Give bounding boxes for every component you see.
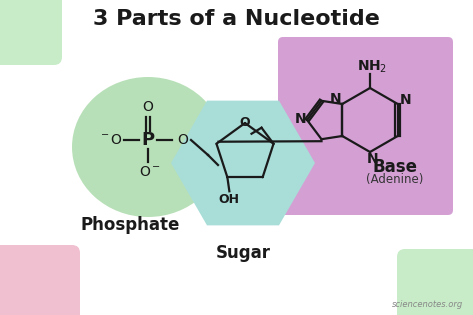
Text: Base: Base: [373, 158, 418, 176]
Text: $^-$O: $^-$O: [98, 133, 123, 147]
Ellipse shape: [72, 77, 224, 217]
Text: O: O: [240, 116, 250, 129]
Text: O$^-$: O$^-$: [139, 165, 161, 179]
FancyBboxPatch shape: [0, 245, 80, 315]
Text: (Adenine): (Adenine): [366, 173, 424, 186]
FancyBboxPatch shape: [0, 0, 62, 65]
Text: N: N: [367, 152, 379, 166]
Text: NH$_2$: NH$_2$: [357, 59, 387, 75]
Text: O: O: [177, 133, 188, 147]
FancyBboxPatch shape: [397, 249, 473, 315]
Text: N: N: [330, 92, 341, 106]
FancyBboxPatch shape: [278, 37, 453, 215]
Text: sciencenotes.org: sciencenotes.org: [392, 300, 463, 309]
Text: O: O: [142, 100, 153, 114]
Text: Phosphate: Phosphate: [80, 216, 180, 234]
Text: N: N: [400, 93, 412, 107]
Text: OH: OH: [219, 193, 240, 206]
Text: 3 Parts of a Nucleotide: 3 Parts of a Nucleotide: [93, 9, 379, 29]
Text: N: N: [294, 112, 306, 126]
Text: P: P: [141, 131, 155, 149]
Text: Sugar: Sugar: [216, 244, 271, 262]
Polygon shape: [171, 101, 315, 225]
